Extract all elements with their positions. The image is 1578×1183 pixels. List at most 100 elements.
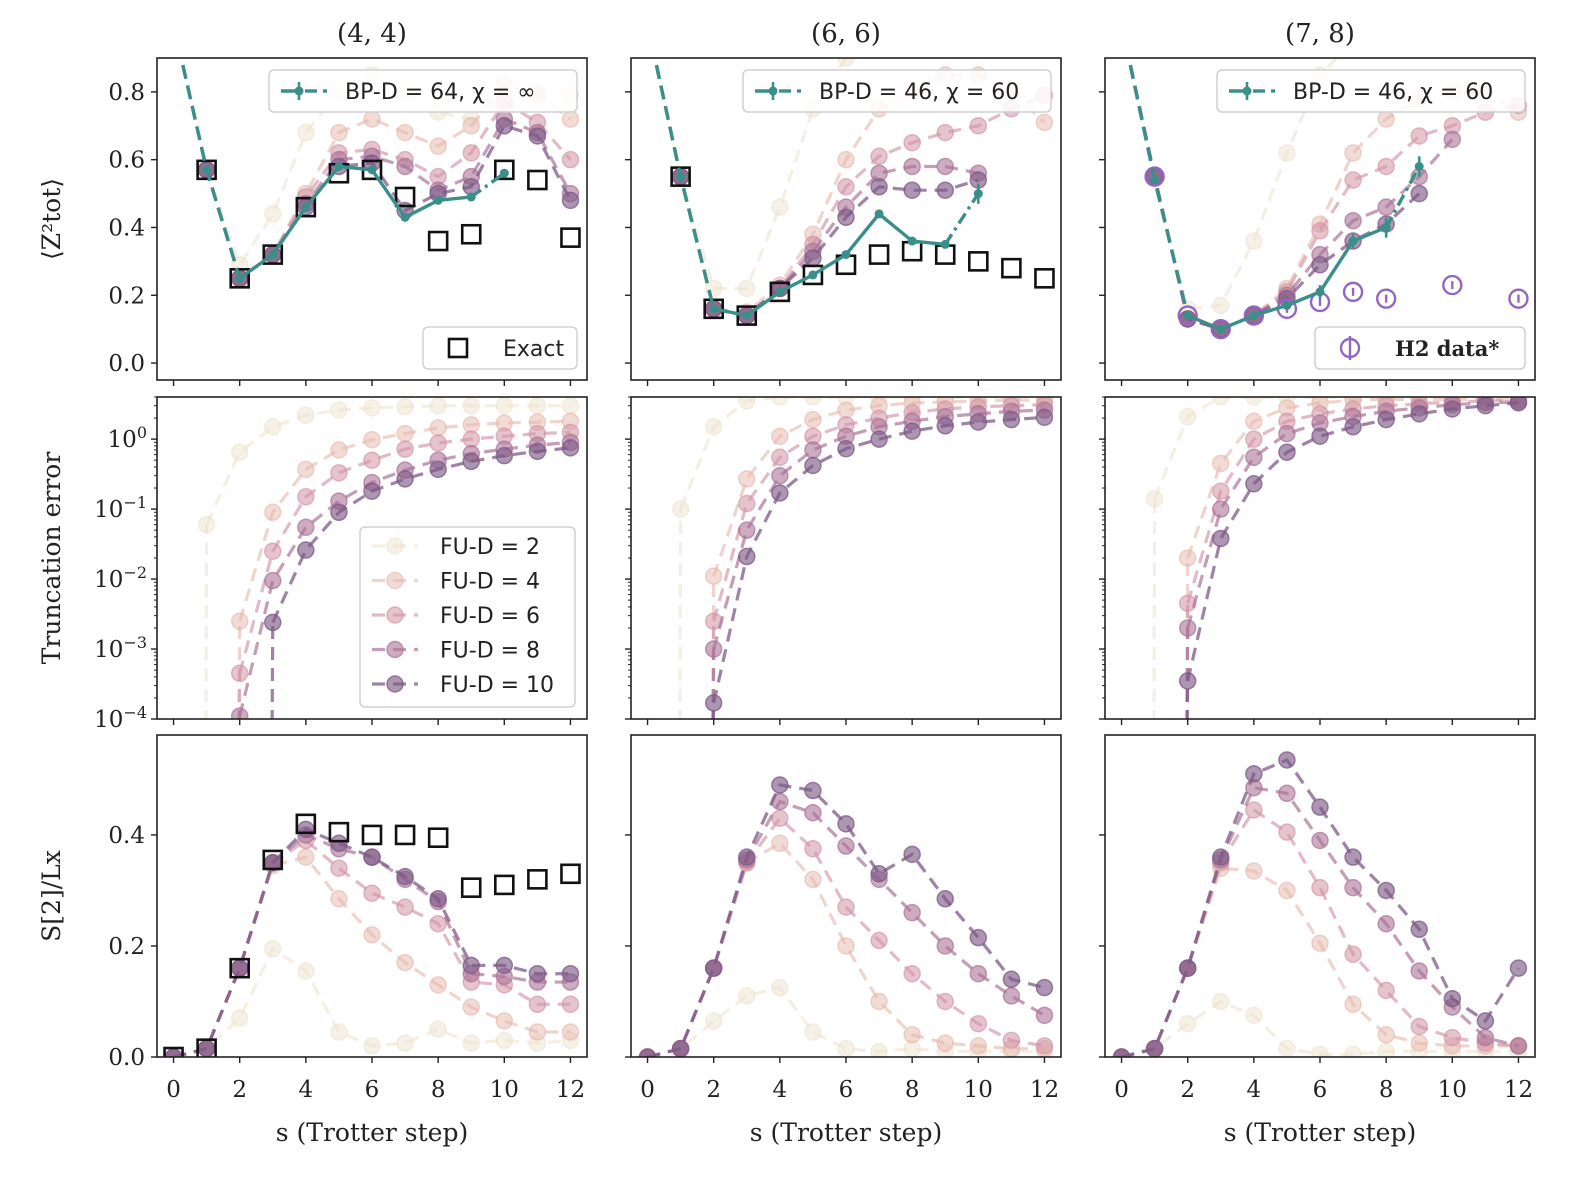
fu-point (1311, 256, 1329, 274)
fu-point (837, 178, 855, 196)
fu-point (771, 484, 789, 502)
x-tick-label: 6 (1313, 1077, 1328, 1103)
fu-point (936, 123, 954, 142)
fu-point (429, 137, 447, 155)
bp-series (169, 20, 509, 283)
fu-point (804, 441, 822, 459)
fu-point (1410, 1017, 1428, 1036)
fu-point (969, 1014, 988, 1033)
fu-point (1509, 959, 1528, 977)
fu-point (429, 1020, 447, 1038)
bp-point (499, 168, 509, 178)
fu-series (638, 776, 1054, 1057)
fu-legend-label: FU-D = 6 (440, 604, 540, 629)
x-tick-label: 4 (773, 1077, 788, 1103)
fu-point (264, 418, 282, 436)
fu-point (297, 962, 315, 980)
x-tick-label: 12 (556, 1077, 585, 1103)
exact-point (229, 268, 250, 289)
fu-series (1112, 778, 1528, 1057)
fu-point (363, 926, 381, 944)
fu-point (1344, 878, 1362, 897)
fu-point (1444, 33, 1460, 49)
bp-series (1126, 58, 1424, 334)
fu-point (561, 1023, 580, 1041)
fu-legend-marker (386, 571, 404, 590)
fu-point (870, 178, 888, 196)
fu-point (903, 1026, 921, 1044)
bp-point (169, 20, 178, 29)
fu-point (771, 466, 789, 485)
fu-point (1178, 407, 1197, 426)
fu-point (264, 205, 282, 223)
fu-point (738, 279, 756, 298)
fu-point (1035, 1037, 1054, 1055)
fu-point (771, 427, 789, 445)
fu-point (396, 470, 414, 488)
exact-point (196, 159, 217, 181)
bp-legend-marker (294, 86, 304, 96)
fu-point (870, 430, 888, 448)
plot-area (1114, 16, 1529, 340)
panel-r3-c1: 0.0 0.2 0.4 0 2 4 6 8 10 12 (108, 734, 588, 1103)
exact-point (527, 869, 548, 890)
exact-point (703, 298, 724, 320)
fu-point (528, 127, 547, 145)
fu-point (462, 998, 480, 1016)
fu-point (1476, 1028, 1495, 1047)
fu-point (1245, 448, 1263, 467)
fu-point (837, 815, 855, 833)
fu-point (1178, 619, 1197, 637)
fu-point (297, 541, 315, 559)
fu-point (363, 884, 381, 902)
bp-series (653, 58, 983, 321)
h2-point (1243, 305, 1265, 326)
fu-point (1377, 881, 1395, 900)
fu-point (1036, 33, 1052, 49)
fu-point (264, 571, 282, 590)
fu-point (969, 964, 988, 983)
bp-point (808, 270, 818, 280)
fu-point (462, 117, 480, 135)
fu-point (870, 1042, 888, 1057)
y-axis-label: ⟨Z²tot⟩ (37, 178, 66, 260)
h2-point (1177, 305, 1198, 326)
exact-point (460, 877, 482, 898)
fu-point (561, 191, 580, 210)
bp-legend-box (268, 69, 578, 113)
fu-point (738, 397, 756, 410)
bp-legend-marker (768, 86, 778, 96)
fu-point (771, 978, 789, 997)
fu-point (528, 442, 547, 461)
x-tick-label: 8 (431, 1077, 446, 1103)
column-title: (6, 6) (811, 19, 881, 49)
fu-point (1344, 418, 1362, 436)
fu-line (173, 946, 571, 1057)
exact-point (394, 186, 416, 208)
fu-point (771, 397, 789, 406)
x-tick-label: 4 (1247, 1077, 1262, 1103)
fu-point (1344, 171, 1362, 189)
fu-point (738, 521, 756, 539)
bp-legend: BP-D = 46, χ = 60 (1216, 69, 1526, 113)
bp-point (433, 195, 443, 205)
exact-point (560, 227, 581, 248)
fu-point (903, 903, 921, 922)
fu-point (1377, 981, 1395, 1000)
fu-series (1178, 397, 1528, 690)
fu-point (1212, 482, 1230, 500)
y-tick-label: 0.0 (108, 1045, 145, 1071)
fu-point (1443, 1028, 1462, 1047)
fu-point (297, 123, 315, 142)
fu-point (1476, 1012, 1495, 1030)
y-tick-label: 0.2 (108, 934, 145, 960)
fu-point (936, 157, 954, 176)
fu-point (1245, 397, 1263, 406)
fu-drop-line (711, 702, 716, 719)
fu-point (1114, 16, 1130, 32)
fu-point (936, 1034, 954, 1052)
fu-point (671, 1039, 690, 1057)
fu-point (671, 500, 690, 518)
fu-line (1186, 400, 1519, 629)
bp-point (874, 209, 884, 219)
